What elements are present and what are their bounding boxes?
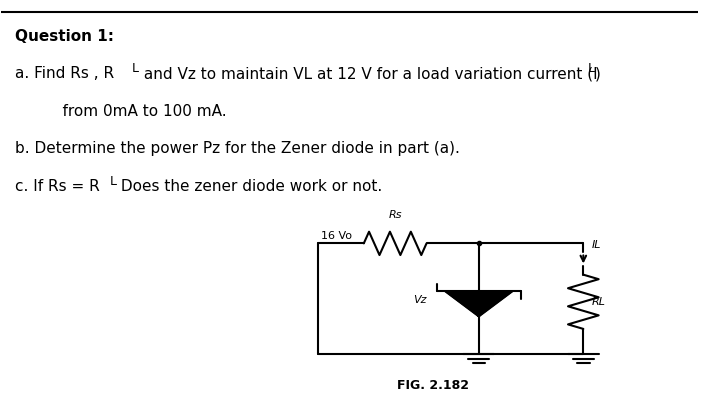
Text: RL: RL	[592, 297, 605, 307]
Text: 16 Vo: 16 Vo	[321, 231, 351, 241]
Text: L: L	[588, 62, 595, 75]
Text: Does the zener diode work or not.: Does the zener diode work or not.	[116, 178, 383, 194]
Text: L: L	[109, 175, 116, 188]
Text: ): )	[595, 66, 601, 81]
Text: Rs: Rs	[388, 210, 402, 220]
Polygon shape	[446, 291, 512, 316]
Text: L: L	[131, 62, 139, 75]
Text: FIG. 2.182: FIG. 2.182	[398, 379, 470, 392]
Text: IL: IL	[592, 241, 601, 250]
Text: c. If Rs = R: c. If Rs = R	[15, 178, 100, 194]
Text: Vz: Vz	[413, 295, 426, 304]
Text: Question 1:: Question 1:	[15, 29, 114, 44]
Text: b. Determine the power Pz for the Zener diode in part (a).: b. Determine the power Pz for the Zener …	[15, 141, 461, 156]
Text: from 0mA to 100 mA.: from 0mA to 100 mA.	[44, 104, 227, 118]
Text: a. Find Rs , R: a. Find Rs , R	[15, 66, 114, 81]
Text: and Vz to maintain VL at 12 V for a load variation current (I: and Vz to maintain VL at 12 V for a load…	[139, 66, 598, 81]
